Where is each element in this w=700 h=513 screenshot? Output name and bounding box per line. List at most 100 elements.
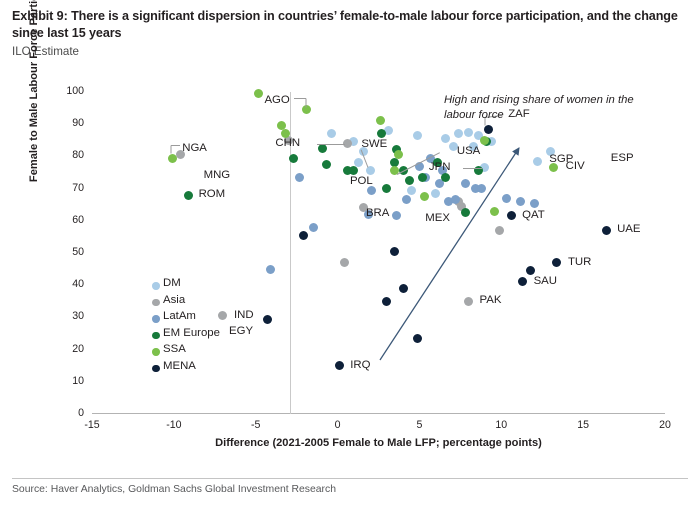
scatter-point xyxy=(549,163,559,173)
scatter-point xyxy=(413,333,423,343)
point-label-rom: ROM xyxy=(198,188,226,201)
scatter-point xyxy=(444,196,454,206)
scatter-point xyxy=(601,225,611,235)
scatter-point xyxy=(390,246,400,256)
point-label-chn: CHN xyxy=(275,136,301,149)
scatter-point xyxy=(359,203,369,213)
legend-label: EM Europe xyxy=(163,326,220,339)
x-tick-label: 0 xyxy=(334,419,341,431)
point-label-bra: BRA xyxy=(365,207,390,220)
footer-divider xyxy=(12,478,688,479)
legend-label: SSA xyxy=(163,343,186,355)
point-label-egy: EGY xyxy=(229,324,254,337)
point-label-mng: MNG xyxy=(203,168,231,181)
scatter-point xyxy=(473,130,483,140)
scatter-point xyxy=(367,185,377,195)
point-label-ind: IND xyxy=(233,308,254,321)
point-label-civ: CIV xyxy=(565,159,585,172)
scatter-point xyxy=(349,137,359,147)
scatter-point xyxy=(280,129,290,139)
scatter-point xyxy=(501,193,511,203)
scatter-point xyxy=(490,206,500,216)
scatter-point xyxy=(354,158,364,168)
scatter-point xyxy=(167,153,177,163)
scatter-point xyxy=(295,172,305,182)
scatter-point xyxy=(480,163,490,173)
scatter-point xyxy=(254,89,264,99)
scatter-point xyxy=(262,314,272,324)
legend-label: Asia xyxy=(163,293,186,306)
scatter-point xyxy=(326,129,336,139)
y-axis-title: Female to Male Labour Force Participatio… xyxy=(28,0,40,183)
y-tick-label: 50 xyxy=(72,246,84,258)
x-tick-label: 5 xyxy=(416,419,423,431)
y-tick-label: 70 xyxy=(72,181,84,194)
scatter-point xyxy=(545,147,555,157)
y-tick-label: 90 xyxy=(72,117,84,130)
x-tick-label: -5 xyxy=(250,419,261,431)
scatter-point xyxy=(495,225,505,235)
scatter-point xyxy=(432,158,442,168)
point-label-mex: MEX xyxy=(425,211,450,224)
point-label-pol: POL xyxy=(349,174,373,187)
chart-subtitle: ILO Estimate xyxy=(12,45,80,58)
point-label-jpn: JPN xyxy=(428,160,451,173)
x-axis-title: Difference (2021-2005 Female to Male LFP… xyxy=(215,437,542,449)
scatter-point xyxy=(460,208,470,218)
scatter-point xyxy=(377,129,387,139)
scatter-point xyxy=(414,161,424,171)
y-tick-label: 100 xyxy=(66,85,84,97)
scatter-point xyxy=(301,105,311,115)
scatter-point xyxy=(334,361,344,371)
scatter-point xyxy=(298,230,308,240)
y-tick-label: 0 xyxy=(78,407,84,419)
scatter-point xyxy=(457,201,467,211)
scatter-point xyxy=(419,192,429,202)
scatter-point xyxy=(342,166,352,176)
scatter-point xyxy=(464,296,474,306)
scatter-point xyxy=(401,195,411,205)
scatter-point xyxy=(480,135,490,145)
point-label-esp: ESP xyxy=(610,151,634,164)
x-tick-label: 20 xyxy=(659,419,671,431)
scatter-point xyxy=(441,172,451,182)
x-tick-label: -10 xyxy=(166,419,182,431)
scatter-point xyxy=(383,126,393,136)
y-tick-label: 60 xyxy=(72,213,84,226)
scatter-point xyxy=(382,296,392,306)
legend-label: MENA xyxy=(163,359,196,372)
scatter-point xyxy=(464,127,474,137)
scatter-point xyxy=(390,166,400,176)
scatter-point xyxy=(398,283,408,293)
scatter-point xyxy=(392,145,401,155)
scatter-point xyxy=(470,184,480,194)
scatter-point xyxy=(382,184,392,194)
x-tick-label: 10 xyxy=(495,419,508,431)
scatter-point xyxy=(406,185,416,195)
x-tick-label: -15 xyxy=(84,419,100,431)
scatter-point xyxy=(473,166,483,176)
scatter-point xyxy=(184,190,194,200)
scatter-point xyxy=(518,277,528,287)
scatter-point xyxy=(506,211,516,221)
scatter-point xyxy=(454,129,464,139)
scatter-point xyxy=(477,184,487,194)
scatter-point xyxy=(175,150,185,160)
scatter-point xyxy=(349,166,359,176)
scatter-point xyxy=(483,124,493,134)
scatter-point xyxy=(375,116,385,126)
scatter-point xyxy=(390,158,400,168)
point-label-sgp: SGP xyxy=(549,153,574,166)
trend-arrow-icon xyxy=(379,147,520,361)
scatter-point xyxy=(288,153,298,163)
point-label-swe: SWE xyxy=(361,137,388,150)
zero-reference-line xyxy=(290,92,291,414)
chart-header: Exhibit 9: There is a significant disper… xyxy=(12,8,688,59)
scatter-point xyxy=(308,222,318,232)
y-tick-label: 20 xyxy=(72,342,84,355)
scatter-point xyxy=(450,195,460,205)
scatter-point xyxy=(339,258,349,268)
scatter-point xyxy=(218,311,228,321)
scatter-point xyxy=(265,264,275,274)
